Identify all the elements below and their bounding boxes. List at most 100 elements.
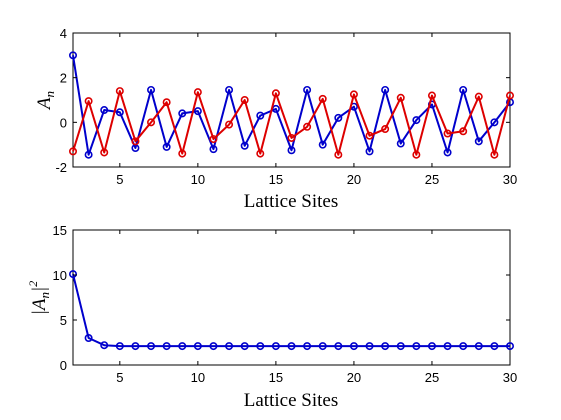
bottom-series-1-point (256, 342, 265, 351)
top-series-1-point (381, 85, 390, 94)
top-series-2-point (209, 135, 218, 144)
top-series-2-point (69, 147, 78, 156)
top-series-1-point (84, 150, 93, 159)
top-series-1-point (396, 139, 405, 148)
bottom-series-1-point (69, 270, 78, 279)
top-plot-marks (69, 51, 514, 159)
top-series-1-point (240, 141, 249, 150)
top-series-1-point (490, 118, 499, 127)
bottom-series-1-point (209, 342, 218, 351)
top-series-2-point (443, 129, 452, 138)
top-series-1-point (474, 137, 483, 146)
top-x-ticks: 5 10 15 20 25 30 (116, 33, 517, 187)
bottom-y-ticks: 0 5 10 15 (53, 223, 510, 373)
top-y-tick-label: -2 (55, 160, 67, 175)
top-series-2-point (365, 131, 374, 140)
top-series-1-line (72, 55, 511, 156)
bottom-x-tick-label: 30 (503, 370, 517, 385)
top-x-tick-label: 20 (347, 172, 361, 187)
bottom-series-1-point (131, 342, 140, 351)
top-series-1-point (334, 113, 343, 122)
top-series-1-point (225, 85, 234, 94)
top-series-1-point (69, 51, 78, 60)
bottom-series-1-line (72, 273, 510, 348)
bottom-series-1-point (505, 342, 514, 351)
bottom-series-1-point (178, 342, 187, 351)
top-series-2-point (256, 149, 265, 158)
top-series-2-point (303, 122, 312, 131)
top-series-1-point (115, 108, 124, 117)
bottom-x-axis-label: Lattice Sites (244, 390, 338, 411)
top-series-2-point (381, 125, 390, 134)
top-series-1-point (412, 116, 421, 125)
top-series-2-point (334, 150, 343, 159)
top-series-1-point (303, 85, 312, 94)
bottom-x-tick-label: 20 (347, 370, 361, 385)
top-series-1-point (193, 107, 202, 116)
top-series-2-point (240, 96, 249, 105)
top-series-2-point (271, 89, 280, 98)
top-series-1-point (209, 145, 218, 154)
top-series-1-point (459, 85, 468, 94)
bottom-series-1-point (100, 341, 109, 350)
top-series-2-point (193, 88, 202, 97)
bottom-series-1-point (287, 342, 296, 351)
top-series-2-point (318, 94, 327, 103)
bottom-series-1-point (84, 333, 93, 342)
top-series-2-point (412, 150, 421, 159)
top-series-2-point (459, 127, 468, 136)
bottom-series-1-point (349, 342, 358, 351)
bottom-series-1-point (365, 342, 374, 351)
top-series-2-point (427, 91, 436, 100)
bottom-series-1-point (115, 342, 124, 351)
bottom-series-1-point (412, 342, 421, 351)
top-subplot: 5 10 15 20 25 30 -2 0 2 4 Lattice Sites An (34, 26, 517, 212)
top-x-tick-label: 10 (191, 172, 205, 187)
bottom-series-1-point (459, 342, 468, 351)
bottom-x-tick-label: 15 (269, 370, 283, 385)
top-series-2-point (147, 118, 156, 127)
bottom-series-1-point (427, 342, 436, 351)
bottom-x-ticks: 5 10 15 20 25 30 (116, 230, 517, 385)
top-series-2-point (84, 97, 93, 106)
top-series-1-point (256, 111, 265, 120)
bottom-x-tick-label: 10 (191, 370, 205, 385)
top-series-2-point (349, 90, 358, 99)
bottom-x-tick-label: 25 (425, 370, 439, 385)
top-x-tick-label: 30 (503, 172, 517, 187)
top-series-1-point (287, 146, 296, 155)
top-y-ticks: -2 0 2 4 (55, 26, 510, 175)
top-series-2-point (178, 149, 187, 158)
top-plot-area (72, 32, 511, 168)
bottom-series-1-point (443, 342, 452, 351)
top-series-1-point (365, 147, 374, 156)
bottom-series-1-point (271, 342, 280, 351)
top-y-tick-label: 2 (60, 71, 67, 86)
top-y-tick-label: 4 (60, 26, 67, 41)
top-y-axis-label: An (34, 91, 57, 111)
top-x-tick-label: 25 (425, 172, 439, 187)
bottom-series-1-point (396, 342, 405, 351)
top-series-2-point (396, 93, 405, 102)
top-series-1-point (147, 85, 156, 94)
bottom-series-1-point (240, 342, 249, 351)
bottom-x-tick-label: 5 (116, 370, 123, 385)
top-series-1-point (178, 109, 187, 118)
top-series-2-point (115, 87, 124, 96)
bottom-series-1-point (490, 342, 499, 351)
bottom-series-1-point (193, 342, 202, 351)
top-series-2-point (162, 98, 171, 107)
top-series-2-point (225, 120, 234, 129)
bottom-series-1-point (334, 342, 343, 351)
bottom-y-tick-label: 15 (53, 223, 67, 238)
bottom-series-1-point (303, 342, 312, 351)
bottom-y-axis-label: |An|2 (26, 281, 52, 316)
bottom-series-1-point (147, 342, 156, 351)
top-series-2-line (72, 90, 511, 156)
top-series-1-point (318, 140, 327, 149)
top-series-1-point (162, 142, 171, 151)
top-series-2-point (490, 150, 499, 159)
top-series-2-point (131, 137, 140, 146)
bottom-y-tick-label: 5 (60, 313, 67, 328)
